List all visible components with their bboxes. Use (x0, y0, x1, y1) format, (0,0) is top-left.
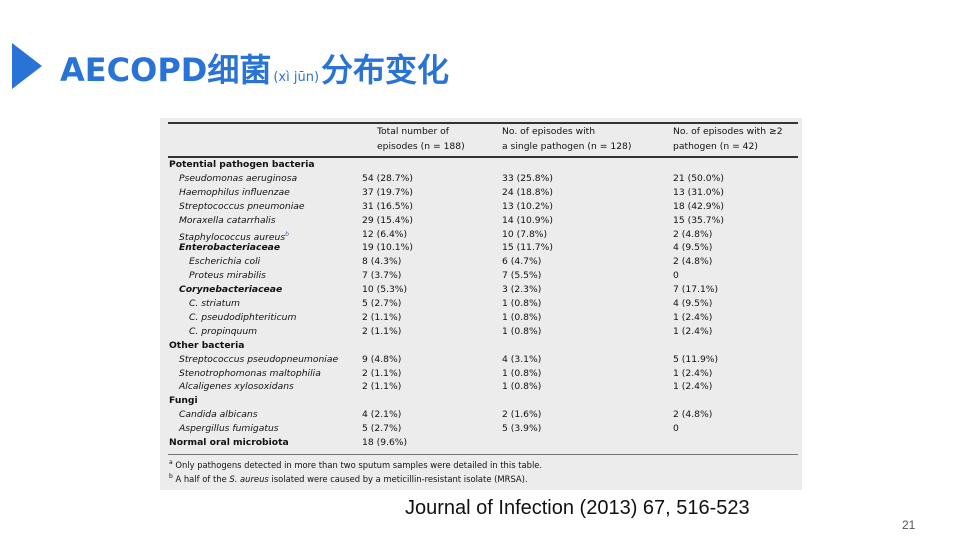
header-multiple: No. of episodes with ≥2 pathogen (n = 42) (673, 126, 783, 152)
table-cell: 8 (4.3%) (362, 256, 402, 268)
row-label: Corynebacteriaceae (179, 284, 283, 296)
row-label: Haemophilus influenzae (179, 186, 290, 198)
table-cell: 1 (2.4%) (673, 311, 713, 323)
table-cell: 5 (3.9%) (502, 423, 542, 435)
table-cell: 10 (5.3%) (362, 284, 408, 296)
table-cell: 15 (11.7%) (502, 242, 553, 254)
table-cell: 4 (3.1%) (502, 353, 542, 365)
table-cell: 13 (10.2%) (502, 200, 553, 212)
table-cell: 7 (17.1%) (673, 284, 719, 296)
table-cell: 19 (10.1%) (362, 242, 413, 254)
table-cell: 2 (4.8%) (673, 228, 713, 240)
header-total: Total number of episodes (n = 188) (377, 126, 465, 152)
table-cell: 2 (1.1%) (362, 367, 402, 379)
source-citation: Journal of Infection (2013) 67, 516-523 (405, 497, 750, 519)
row-label: Moraxella catarrhalis (179, 214, 276, 226)
title-main: AECOPD细菌 (60, 51, 272, 89)
row-label: Streptococcus pneumoniae (179, 200, 305, 212)
row-label: Staphylococcus aureusb (179, 230, 289, 243)
table-cell: 1 (0.8%) (502, 367, 542, 379)
row-label: C. pseudodiphteriticum (189, 311, 297, 323)
table-cell: 0 (673, 270, 679, 282)
header-single: No. of episodes with a single pathogen (n… (502, 126, 632, 152)
row-label: Streptococcus pseudopneumoniae (179, 353, 339, 365)
table-cell: 4 (9.5%) (673, 298, 713, 309)
table-cell: 2 (1.6%) (502, 409, 542, 421)
table-cell: 29 (15.4%) (362, 214, 413, 226)
table-cell: 1 (2.4%) (673, 325, 713, 337)
title-pinyin: (xì jūn) (273, 70, 320, 85)
table-cell: 2 (4.8%) (673, 256, 713, 268)
table-cell: 18 (9.6%) (362, 437, 408, 448)
table-cell: 21 (50.0%) (673, 172, 724, 184)
table-cell: 2 (4.8%) (673, 409, 713, 421)
row-label: Proteus mirabilis (189, 270, 266, 282)
table-cell: 37 (19.7%) (362, 186, 413, 198)
row-label: Candida albicans (179, 409, 258, 421)
table-cell: 4 (9.5%) (673, 242, 713, 254)
footnote-a: a Only pathogens detected in more than t… (169, 459, 543, 470)
table-cell: 24 (18.8%) (502, 186, 553, 198)
table-cell: 14 (10.9%) (502, 214, 553, 226)
table-cell: 13 (31.0%) (673, 186, 724, 198)
row-label: C. striatum (189, 298, 240, 309)
table-cell: 5 (2.7%) (362, 423, 402, 435)
title-rest: 分布变化 (321, 51, 450, 89)
table-cell: 33 (25.8%) (502, 172, 553, 184)
page-number: 21 (902, 518, 916, 532)
row-label: Pseudomonas aeruginosa (179, 172, 298, 184)
table-cell: 1 (2.4%) (673, 367, 713, 379)
table-cell: 18 (42.9%) (673, 200, 724, 212)
row-label: Normal oral microbiota (169, 437, 289, 448)
row-label: Escherichia coli (189, 256, 261, 268)
table-cell: 1 (2.4%) (673, 381, 713, 393)
table-cell: 2 (1.1%) (362, 381, 402, 393)
footnote-b: b A half of the S. aureus isolated were … (169, 473, 528, 484)
table-cell: 5 (11.9%) (673, 353, 719, 365)
table-cell: 31 (16.5%) (362, 200, 413, 212)
table-bottom-rule (168, 454, 798, 455)
row-label: Stenotrophomonas maltophilia (179, 367, 321, 379)
row-label: C. propinquum (189, 325, 258, 337)
row-label: Potential pathogen bacteria (169, 159, 315, 170)
table-cell: 54 (28.7%) (362, 172, 413, 184)
table-cell: 4 (2.1%) (362, 409, 402, 421)
table-cell: 1 (0.8%) (502, 381, 542, 393)
table-cell: 7 (3.7%) (362, 270, 402, 282)
row-label: Fungi (169, 395, 198, 407)
row-label: Other bacteria (169, 339, 245, 351)
table-cell: 6 (4.7%) (502, 256, 542, 268)
slide-title: AECOPD细菌 (xì jūn)分布变化 (60, 50, 449, 98)
table-cell: 10 (7.8%) (502, 228, 548, 240)
table-cell: 2 (1.1%) (362, 325, 402, 337)
table-cell: 15 (35.7%) (673, 214, 724, 226)
pathogen-table: Total number of episodes (n = 188) No. of… (160, 118, 802, 490)
title-triangle-icon (12, 43, 42, 89)
table-top-rule (168, 122, 798, 124)
table-cell: 2 (1.1%) (362, 311, 402, 323)
table-cell: 5 (2.7%) (362, 298, 402, 309)
table-cell: 0 (673, 423, 679, 435)
row-label: Alcaligenes xylosoxidans (179, 381, 294, 393)
row-label: Enterobacteriaceae (179, 242, 281, 254)
table-cell: 1 (0.8%) (502, 325, 542, 337)
table-cell: 12 (6.4%) (362, 228, 408, 240)
table-cell: 9 (4.8%) (362, 353, 402, 365)
table-cell: 1 (0.8%) (502, 298, 542, 309)
table-cell: 3 (2.3%) (502, 284, 542, 296)
row-label: Aspergillus fumigatus (179, 423, 279, 435)
table-cell: 7 (5.5%) (502, 270, 542, 282)
table-cell: 1 (0.8%) (502, 311, 542, 323)
header-rule (168, 156, 798, 158)
